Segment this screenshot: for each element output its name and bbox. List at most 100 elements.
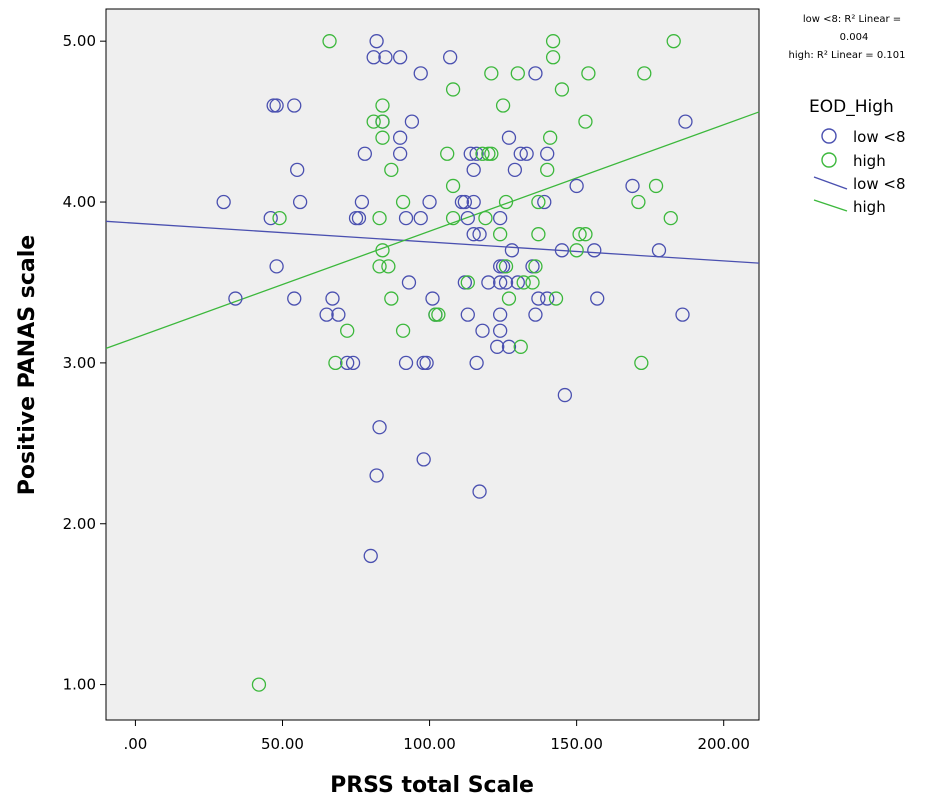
data-point-low — [378, 50, 393, 65]
data-point-high — [528, 259, 543, 274]
y-tick-label: 2.00 — [63, 515, 96, 533]
y-tick-label: 4.00 — [63, 193, 96, 211]
data-point-low — [216, 194, 231, 210]
data-point-low — [419, 355, 434, 371]
data-point-low — [475, 323, 490, 338]
data-point-low — [510, 275, 525, 290]
data-point-low — [590, 291, 605, 306]
data-point-low — [472, 227, 487, 242]
data-point-high — [375, 98, 390, 113]
data-point-high — [554, 82, 570, 97]
data-point-high — [445, 210, 461, 226]
y-tick-label: 5.00 — [63, 32, 96, 50]
data-point-low — [319, 307, 334, 322]
legend-label-low-marker: low <8 — [853, 128, 906, 146]
data-point-low — [325, 291, 340, 306]
data-point-high — [372, 210, 387, 226]
data-point-low — [401, 275, 417, 290]
data-point-high — [666, 34, 681, 49]
y-axis-ticks: 1.00 2.00 3.00 4.00 5.00 — [63, 32, 106, 694]
data-point-low — [472, 484, 487, 499]
r2-annotation: low <8: R² Linear = 0.004 high: R² Linea… — [789, 14, 906, 61]
data-point-high — [475, 146, 490, 161]
data-point-low — [531, 291, 546, 306]
data-point-low — [469, 355, 484, 371]
data-point-high — [569, 243, 584, 258]
data-point-high — [340, 323, 355, 338]
data-point-low — [363, 548, 378, 564]
x-axis-title: PRSS total Scale — [330, 773, 534, 798]
data-point-low — [493, 275, 508, 290]
data-point-high — [516, 275, 531, 290]
data-point-low — [416, 452, 431, 467]
data-point-high — [581, 66, 596, 81]
data-point-high — [375, 243, 390, 258]
data-point-high — [545, 50, 561, 65]
data-point-low — [587, 243, 602, 258]
data-point-high — [484, 66, 499, 81]
data-point-low — [528, 307, 543, 322]
data-point-low — [404, 114, 420, 129]
x-axis-ticks: .00 50.00 100.00 150.00 200.00 — [123, 720, 750, 753]
data-point-high — [395, 194, 411, 210]
data-point-high — [375, 114, 390, 129]
trend-lines — [105, 111, 760, 350]
data-point-low — [466, 227, 481, 242]
data-point-low — [651, 243, 667, 258]
y-tick-label: 3.00 — [63, 354, 96, 372]
data-point-low — [540, 291, 555, 306]
data-point-low — [269, 98, 284, 113]
data-point-high — [431, 307, 446, 322]
data-point-low — [569, 178, 584, 194]
r2-line-2: 0.004 — [840, 32, 869, 43]
data-point-low — [540, 146, 555, 161]
data-point-low — [442, 50, 458, 65]
r2-line-1: low <8: R² Linear = — [803, 14, 901, 25]
data-point-low — [392, 130, 408, 145]
data-point-high — [445, 82, 461, 97]
data-point-high — [484, 146, 499, 161]
data-point-high — [328, 355, 343, 371]
data-point-low — [466, 162, 481, 178]
data-point-low — [345, 355, 361, 371]
data-point-low — [369, 468, 384, 483]
legend-label-high-line: high — [853, 198, 886, 216]
r2-line-3: high: R² Linear = 0.101 — [789, 50, 906, 61]
data-point-high — [648, 178, 664, 194]
data-point-low — [351, 210, 367, 226]
data-point-high — [631, 194, 646, 210]
x-tick-label: 100.00 — [403, 735, 456, 753]
data-point-high — [493, 227, 508, 242]
data-point-low — [528, 66, 543, 81]
data-point-high — [395, 323, 411, 338]
data-point-high — [445, 178, 461, 194]
data-point-low — [554, 243, 570, 258]
data-point-high — [578, 227, 593, 242]
trend-line-high — [105, 111, 760, 350]
legend-marker-high — [821, 152, 837, 168]
legend-marker-low — [821, 128, 837, 144]
data-point-low — [392, 146, 408, 161]
data-point-low — [366, 50, 381, 65]
data-point-low — [625, 178, 640, 194]
data-point-high — [366, 114, 381, 129]
data-point-low — [354, 194, 370, 210]
legend-label-low-line: low <8 — [853, 175, 906, 193]
data-point-low — [372, 420, 387, 435]
data-point-low — [519, 146, 534, 161]
data-point-high — [634, 355, 649, 371]
data-point-low — [460, 210, 475, 226]
data-point-low — [228, 291, 243, 306]
data-point-high — [372, 259, 387, 274]
data-point-high — [384, 162, 399, 178]
data-point-high — [251, 677, 267, 692]
x-tick-label: 200.00 — [697, 735, 750, 753]
data-point-low — [398, 355, 414, 371]
data-point-low — [513, 146, 528, 161]
data-point-high — [513, 339, 528, 354]
data-point-high — [384, 291, 399, 306]
data-point-low — [263, 210, 278, 226]
data-point-low — [287, 291, 302, 306]
data-point-low — [413, 210, 428, 226]
data-point-low — [675, 307, 690, 322]
